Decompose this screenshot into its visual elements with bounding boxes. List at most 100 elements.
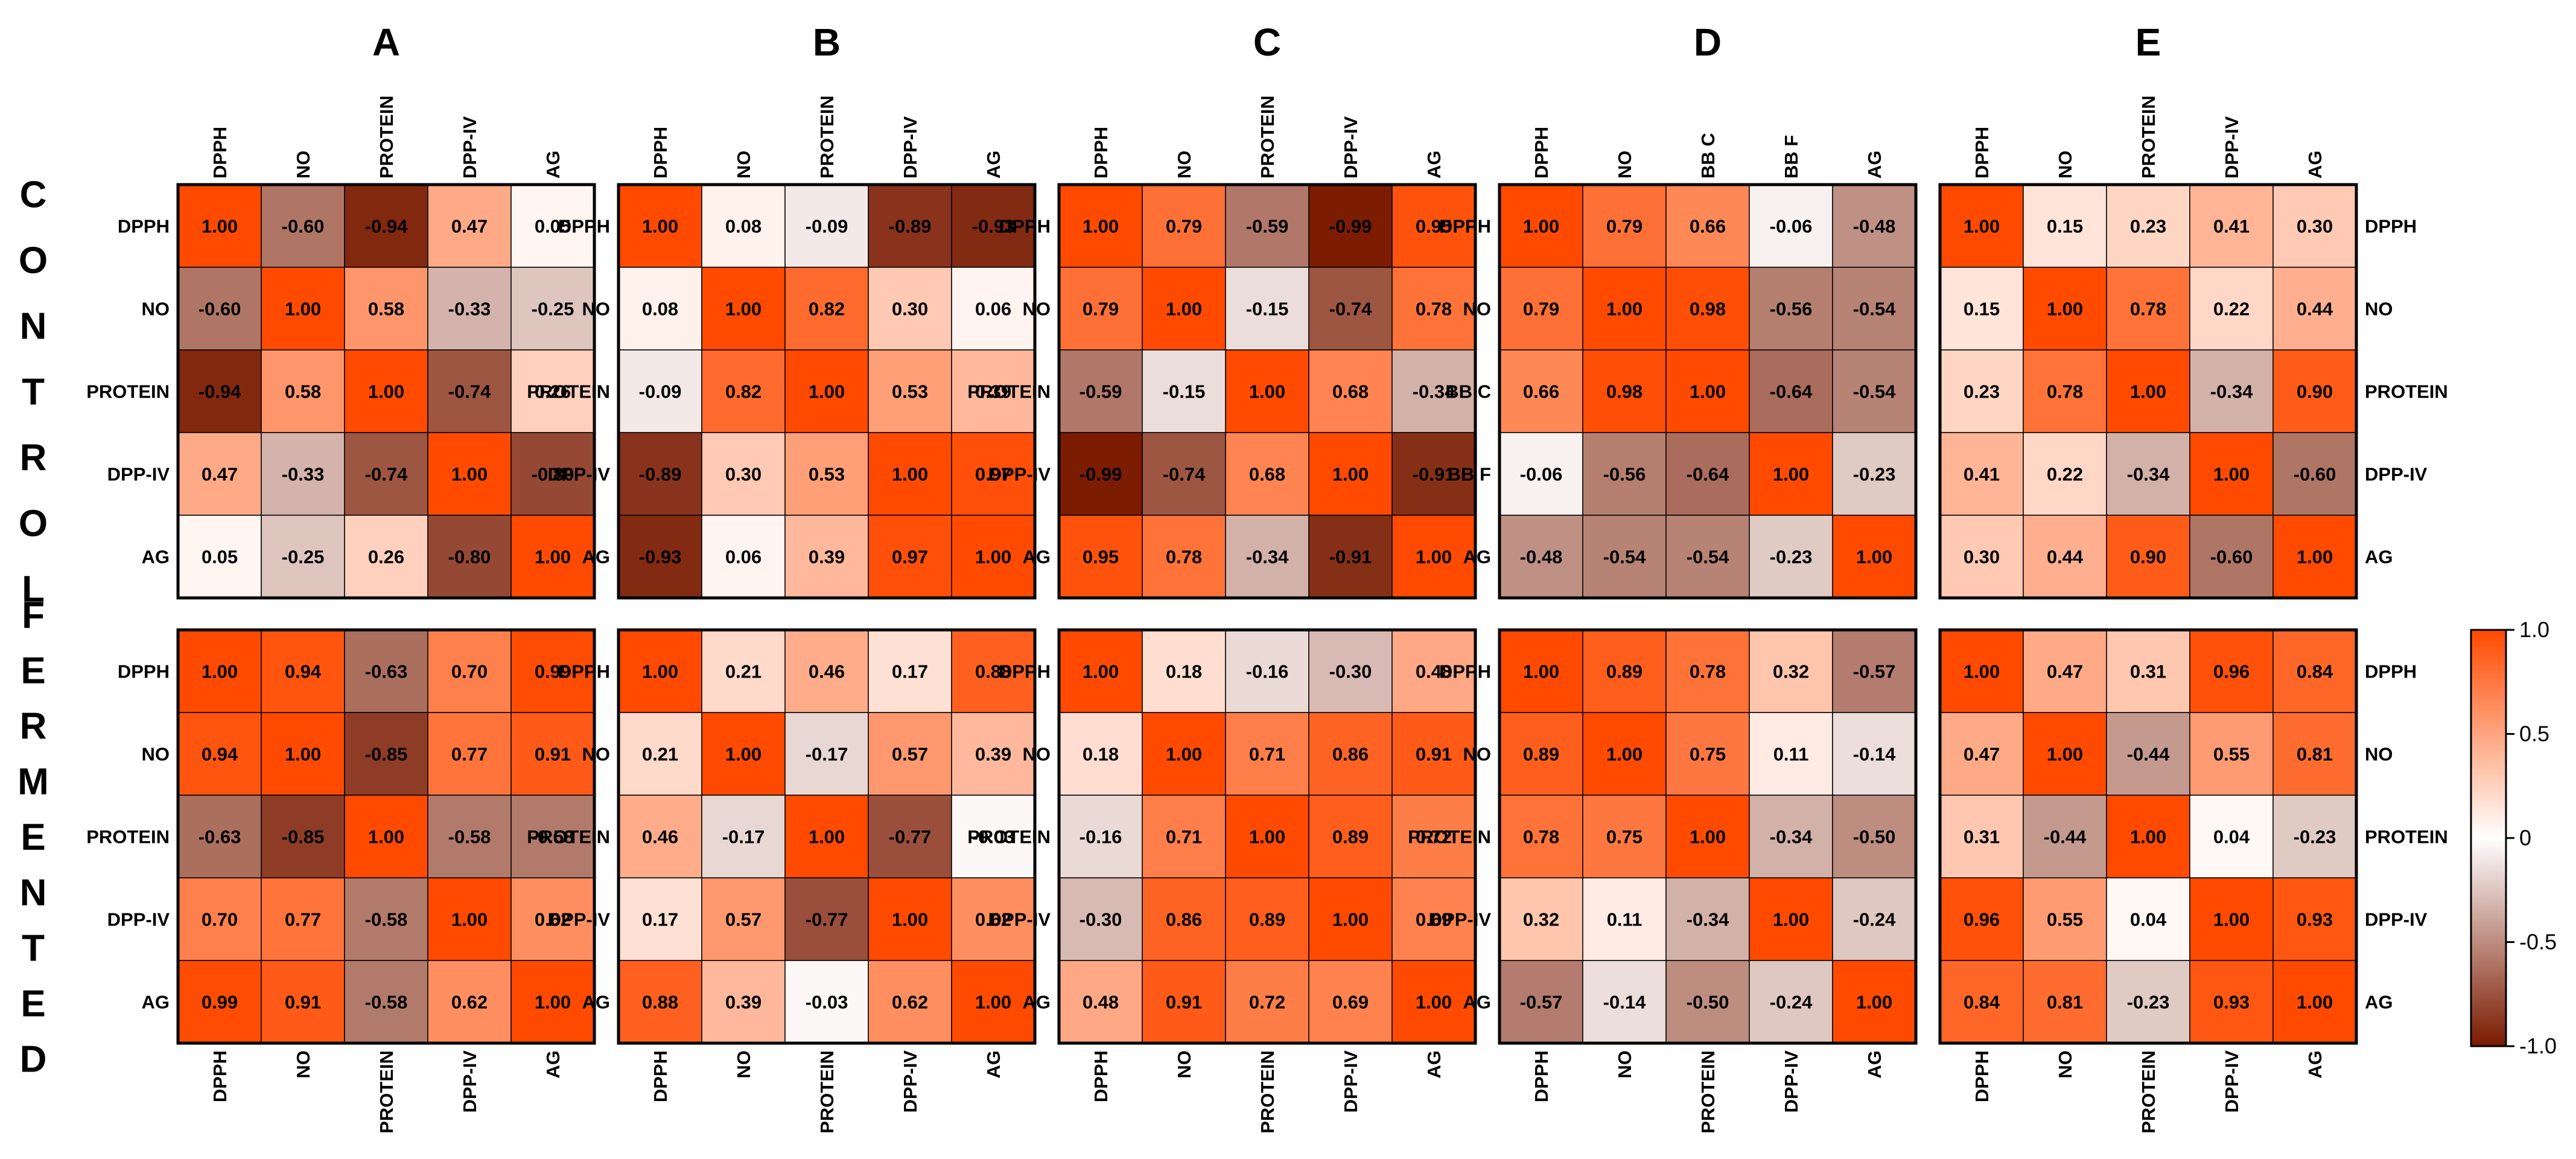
heatmap-cell	[2272, 432, 2357, 516]
column-label: NO	[1614, 1050, 1635, 1079]
heatmap-cell	[1582, 432, 1667, 516]
heatmap-cell	[510, 432, 595, 516]
heatmap-cell	[1665, 349, 1750, 433]
heatmap-cell	[701, 515, 786, 599]
heatmap-cell	[1225, 184, 1309, 268]
heatmap-cell	[2272, 712, 2357, 796]
heatmap-cell	[261, 877, 345, 961]
column-label: AG	[1423, 151, 1445, 179]
cell-value-label: 0.78	[1166, 547, 1202, 568]
cell-value-label: 0.88	[642, 992, 678, 1013]
cell-value-label: 0.53	[892, 381, 928, 402]
heatmap-cell	[1939, 877, 2024, 961]
cell-value-label: 1.00	[535, 547, 571, 568]
heatmap-cell	[1665, 515, 1750, 599]
cell-value-label: 0.89	[1606, 661, 1643, 682]
cell-value-label: 0.68	[1332, 381, 1369, 402]
column-label: DPP-IV	[459, 1050, 480, 1113]
panel-title-a: A	[372, 21, 400, 64]
cell-value-label: -0.34	[1413, 381, 1455, 402]
cell-value-label: -0.06	[1770, 216, 1813, 237]
cell-value-label: 0.71	[1166, 827, 1202, 848]
cell-value-label: -0.77	[889, 827, 932, 848]
cell-value-label: 0.97	[892, 547, 928, 568]
heatmap-cell	[2023, 432, 2107, 516]
heatmap-cell	[1939, 795, 2024, 878]
cell-value-label: 0.95	[1083, 547, 1119, 568]
column-label: PROTEIN	[376, 1050, 397, 1134]
heatmap-cell	[1499, 349, 1583, 433]
heatmap-cell	[701, 267, 786, 351]
heatmap-cell	[701, 795, 786, 878]
cell-value-label: -0.54	[1687, 547, 1729, 568]
cell-value-label: 1.00	[1606, 744, 1643, 765]
heatmap-frame	[176, 628, 596, 1045]
heatmap-cell	[951, 432, 1035, 516]
cell-value-label: -0.25	[532, 299, 574, 320]
heatmap-cell	[1939, 184, 2024, 268]
heatmap-frame	[1498, 183, 1918, 600]
heatmap-cell	[868, 515, 952, 599]
heatmap-cell	[2272, 267, 2357, 351]
heatmap-cell	[1058, 795, 1143, 878]
heatmap-cell	[1225, 795, 1309, 878]
column-label: AG	[983, 151, 1004, 179]
heatmap-cell	[1391, 629, 1476, 713]
heatmap-c-fermented: 1.00 0.18 -0.16 -0.30 0.48 0.18 1.00 0.71 0.86 0.…	[967, 628, 1477, 1134]
heatmap-cell	[951, 795, 1035, 878]
heatmap-cell	[868, 267, 952, 351]
heatmap-panels: 1.00 -0.60 -0.94 0.47 0.05 -0.60 1.00 0.58 -0.33…	[86, 95, 2448, 1134]
cell-value-label: -0.33	[282, 464, 325, 485]
cell-value-label: 0.06	[975, 299, 1011, 320]
cell-value-label: 0.94	[285, 661, 322, 682]
column-label: AG	[983, 1050, 1004, 1079]
cell-value-label: 1.00	[1332, 464, 1369, 485]
cell-value-label: 1.00	[725, 299, 762, 320]
cell-value-label: 0.17	[642, 909, 678, 930]
heatmap-cell	[1142, 432, 1226, 516]
heatmap-frame	[1938, 183, 2358, 600]
row-label: BB F	[1448, 464, 1491, 485]
cell-value-label: 0.48	[1083, 992, 1119, 1013]
heatmap-cell	[868, 712, 952, 796]
heatmap-cell	[1391, 877, 1476, 961]
cell-value-label: 0.66	[1523, 381, 1559, 402]
heatmap-cell	[701, 712, 786, 796]
heatmap-cell	[618, 960, 702, 1044]
cell-value-label: -0.17	[722, 827, 765, 848]
heatmap-cell	[2189, 349, 2274, 433]
heatmap-cell	[177, 267, 262, 351]
heatmap-cell	[1749, 712, 1833, 796]
cell-value-label: 0.89	[1249, 909, 1285, 930]
cell-value-label: 0.47	[202, 464, 238, 485]
row-label: DPP-IV	[548, 909, 611, 930]
cell-value-label: 0.30	[2297, 216, 2333, 237]
cell-value-label: 1.00	[1166, 299, 1202, 320]
cell-value-label: -0.23	[2294, 827, 2336, 848]
heatmap-cell	[618, 267, 702, 351]
heatmap-cell	[868, 877, 952, 961]
panel-title-e: E	[2136, 21, 2161, 64]
cell-value-label: 0.68	[1249, 464, 1285, 485]
cell-value-label: 0.44	[2047, 547, 2084, 568]
heatmap-cell	[177, 877, 262, 961]
cell-value-label: 0.31	[2130, 661, 2166, 682]
cell-value-label: -0.60	[199, 299, 241, 320]
cell-value-label: 0.55	[2213, 744, 2250, 765]
column-label: DPP-IV	[1340, 1050, 1361, 1113]
row-label: PROTEIN	[967, 381, 1051, 402]
cell-value-label: -0.94	[365, 216, 408, 237]
heatmap-cell	[1749, 267, 1833, 351]
heatmap-cell	[1665, 184, 1750, 268]
panel-title-d: D	[1694, 21, 1722, 64]
heatmap-cell	[784, 432, 869, 516]
group-label-fermented: FERMENTEDF E R M E N T E D	[17, 595, 49, 1081]
cell-value-label: 0.26	[535, 381, 571, 402]
cell-value-label: 0.82	[725, 381, 762, 402]
row-label: AG	[142, 992, 170, 1013]
row-label: NO	[1463, 299, 1492, 320]
cell-value-label: -0.58	[365, 992, 408, 1013]
cell-value-label: -0.85	[282, 827, 325, 848]
column-label: NO	[2055, 151, 2076, 179]
cell-value-label: 0.30	[725, 464, 762, 485]
